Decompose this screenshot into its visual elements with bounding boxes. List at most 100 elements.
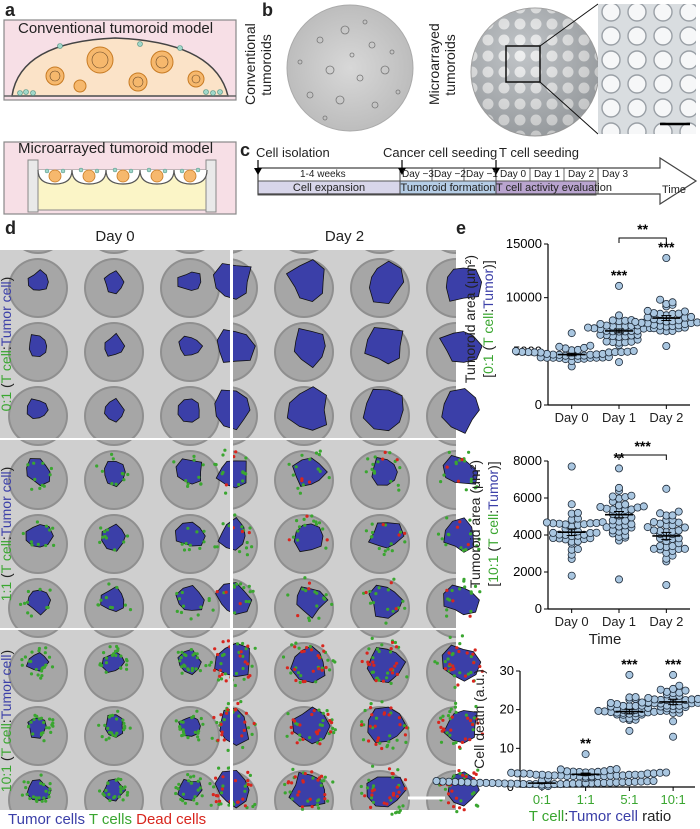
legend-tumor: Tumor cells [8,811,85,828]
data-point [625,726,634,735]
panel-label-d: d [5,218,16,238]
panel-label-b: b [262,0,273,20]
data-point [615,575,624,584]
e-bottom-ylabel: Tumoroid area (μm²) [10:1 (T cell:Tumor)… [466,444,504,604]
data-point [608,492,617,501]
data-point [511,347,520,356]
data-point [615,358,624,367]
data-point [615,281,624,290]
data-point [573,545,582,554]
significance-marker: *** [621,656,638,672]
data-point [615,311,624,320]
phase-formation: Tumoroid formation [400,182,496,194]
data-point [612,765,621,774]
y-tick-label: 0 [535,601,542,616]
phase-evaluation: T cell activity evaluation [496,182,612,194]
col-header-day2: Day 2 [324,228,365,245]
data-point [656,295,665,304]
data-point [627,513,636,522]
f-ylabel: Cell death (a.u.) [471,669,487,769]
data-point [668,511,677,520]
significance-bracket [618,237,667,243]
data-point [542,518,551,527]
data-point [681,686,690,695]
y-tick-label: 2000 [513,564,542,579]
data-point [693,694,700,703]
bracket-label: *** [634,438,651,454]
data-point [662,484,671,493]
timeline-axis-label: Time [662,184,687,196]
data-point [594,706,603,715]
x-tick-label: Day 2 [649,614,683,629]
data-point [586,341,595,350]
data-point [627,491,636,500]
x-tick-label: Day 0 [555,410,589,425]
x-tick-label: 1:1 [577,792,595,807]
y-tick-label: 6000 [513,490,542,505]
data-point [643,306,652,315]
y-tick-label: 30 [500,663,514,678]
data-point [680,523,689,532]
data-point [432,777,441,786]
data-point [567,500,576,509]
col-header-day0: Day 0 [95,228,135,245]
data-point [608,316,617,325]
f-xlabel: T cell:Tumor cell ratio [528,808,672,825]
data-point [693,318,700,327]
e-top-ylabel-line2: [0:1 (T cell:Tumor)] [480,260,496,378]
timeline-day-m1: Day −1 [466,169,498,180]
y-tick-label: 15000 [506,236,542,251]
data-point [556,765,565,774]
data-point [649,777,658,786]
data-point [656,509,665,518]
legend-t: T cells [88,811,132,828]
y-tick-label: 0 [535,397,542,412]
data-point [596,319,605,328]
data-point [656,542,665,551]
bracket-label: ** [637,221,648,237]
significance-marker: ** [580,735,591,751]
data-point [662,768,671,777]
event-cell-isolation: Cell isolation [256,145,330,160]
data-point [674,507,683,516]
y-tick-label: 10 [500,740,514,755]
timeline-day-0: Day 0 [500,169,527,180]
y-tick-label: 8000 [513,453,542,468]
data-point [668,298,677,307]
data-point [669,717,678,726]
x-tick-label: Day 2 [649,410,683,425]
data-point [656,685,665,694]
x-tick-label: Day 0 [555,614,589,629]
data-point [662,253,671,262]
data-point [649,526,658,535]
data-point [581,750,590,759]
x-tick-label: Day 1 [602,410,636,425]
data-point [615,464,624,473]
data-point [643,523,652,532]
significance-marker: *** [658,239,675,255]
data-point [687,312,696,321]
e-top-ylabel-line1: Tumoroid area (μm²) [462,254,478,384]
timeline-day-m3: Day −3 [402,169,434,180]
y-tick-label: 20 [500,702,514,717]
data-point [573,508,582,517]
timeline-day-1: Day 1 [534,169,561,180]
e-top-ylabel: Tumoroid area (μm²) [0:1 (T cell:Tumor)] [461,244,499,394]
data-point [625,670,634,679]
data-point [662,341,671,350]
x-tick-label: 0:1 [533,792,551,807]
data-point [631,693,640,702]
timeline-day-m2: Day −2 [434,169,466,180]
panel-label-a: a [5,0,16,20]
data-point [669,732,678,741]
y-tick-label: 10000 [506,290,542,305]
microarray-model-title: Microarrayed tumoroid model [18,140,214,157]
data-point [606,699,615,708]
data-point [567,462,576,471]
data-point [675,681,684,690]
e-bottom-ylabel-line2: [10:1 (T cell:Tumor)] [485,461,501,587]
data-point [555,342,564,351]
